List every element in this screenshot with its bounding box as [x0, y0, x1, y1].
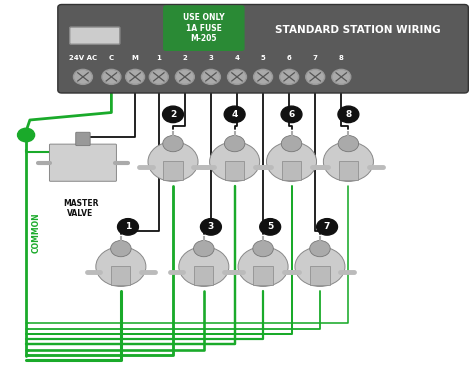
- FancyBboxPatch shape: [111, 266, 130, 285]
- Circle shape: [253, 240, 273, 257]
- Circle shape: [163, 135, 183, 152]
- FancyBboxPatch shape: [70, 27, 120, 44]
- Circle shape: [201, 69, 220, 84]
- Circle shape: [266, 142, 317, 182]
- FancyBboxPatch shape: [282, 161, 301, 180]
- Circle shape: [210, 142, 260, 182]
- FancyBboxPatch shape: [163, 5, 245, 51]
- Text: 24V AC: 24V AC: [69, 55, 97, 61]
- Circle shape: [149, 69, 168, 84]
- Text: MASTER
VALVE: MASTER VALVE: [63, 199, 98, 218]
- Circle shape: [224, 135, 245, 152]
- Text: 4: 4: [235, 55, 239, 61]
- Circle shape: [260, 219, 281, 235]
- Text: 5: 5: [267, 222, 273, 231]
- FancyBboxPatch shape: [339, 161, 358, 180]
- Circle shape: [193, 240, 214, 257]
- Circle shape: [102, 69, 121, 84]
- Circle shape: [280, 69, 299, 84]
- Text: USE ONLY
1A FUSE
M-205: USE ONLY 1A FUSE M-205: [183, 13, 225, 43]
- Circle shape: [332, 69, 351, 84]
- Circle shape: [338, 135, 359, 152]
- Circle shape: [310, 240, 330, 257]
- Circle shape: [110, 240, 131, 257]
- Text: 2: 2: [182, 55, 187, 61]
- Text: 3: 3: [209, 55, 213, 61]
- Text: 7: 7: [313, 55, 318, 61]
- Circle shape: [295, 247, 345, 286]
- Circle shape: [281, 106, 302, 123]
- Circle shape: [238, 247, 288, 286]
- Circle shape: [179, 247, 229, 286]
- Text: 1: 1: [125, 222, 131, 231]
- Circle shape: [317, 219, 337, 235]
- Text: 6: 6: [288, 110, 295, 119]
- Text: 8: 8: [345, 110, 352, 119]
- Text: 4: 4: [231, 110, 238, 119]
- Text: 2: 2: [170, 110, 176, 119]
- Circle shape: [254, 69, 273, 84]
- Circle shape: [306, 69, 325, 84]
- Circle shape: [118, 219, 138, 235]
- Circle shape: [163, 106, 183, 123]
- Text: 3: 3: [208, 222, 214, 231]
- FancyBboxPatch shape: [49, 144, 117, 181]
- Circle shape: [175, 69, 194, 84]
- Circle shape: [148, 142, 198, 182]
- Circle shape: [224, 106, 245, 123]
- Circle shape: [126, 69, 145, 84]
- Circle shape: [73, 69, 92, 84]
- FancyBboxPatch shape: [310, 266, 329, 285]
- FancyBboxPatch shape: [58, 4, 468, 93]
- Circle shape: [323, 142, 374, 182]
- FancyBboxPatch shape: [254, 266, 273, 285]
- Text: COMMON: COMMON: [32, 212, 41, 253]
- Circle shape: [281, 135, 302, 152]
- Text: 8: 8: [339, 55, 344, 61]
- Circle shape: [338, 106, 359, 123]
- Text: 5: 5: [261, 55, 265, 61]
- Text: 7: 7: [324, 222, 330, 231]
- FancyBboxPatch shape: [164, 161, 182, 180]
- FancyBboxPatch shape: [194, 266, 213, 285]
- Text: STANDARD STATION WIRING: STANDARD STATION WIRING: [275, 25, 441, 35]
- Circle shape: [228, 69, 246, 84]
- Circle shape: [18, 128, 35, 142]
- Text: M: M: [132, 55, 138, 61]
- FancyBboxPatch shape: [76, 132, 90, 146]
- Text: 1: 1: [156, 55, 161, 61]
- Text: C: C: [109, 55, 114, 61]
- FancyBboxPatch shape: [225, 161, 244, 180]
- Circle shape: [96, 247, 146, 286]
- Text: 6: 6: [287, 55, 292, 61]
- Circle shape: [201, 219, 221, 235]
